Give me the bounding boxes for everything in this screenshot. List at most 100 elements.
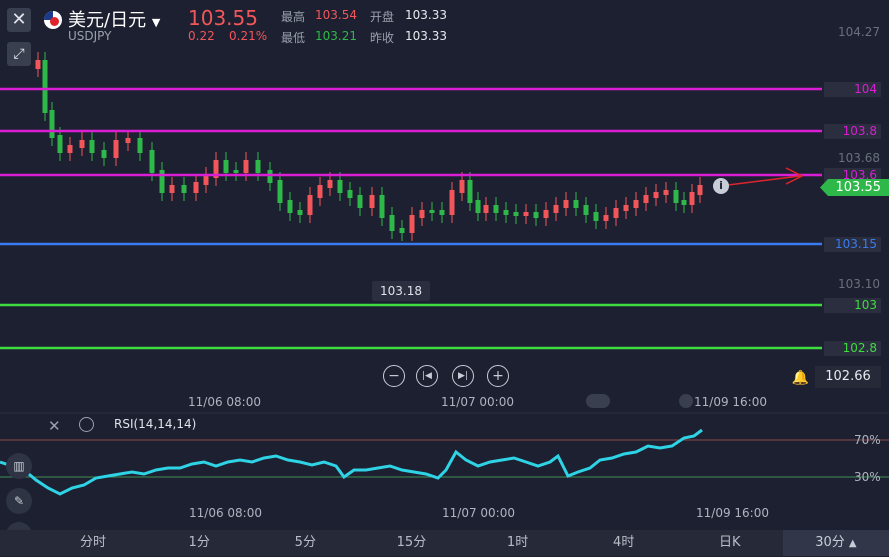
time-label-2: 11/07 00:00 — [441, 395, 514, 409]
tab-daily[interactable]: 日K — [719, 535, 741, 550]
candle-body — [459, 180, 465, 193]
candle-body — [503, 210, 509, 215]
zoom-in-button[interactable]: + — [487, 365, 509, 387]
expand-icon: ⤢ — [13, 46, 25, 62]
open-value: 103.33 — [405, 8, 447, 22]
zoom-out-button[interactable]: − — [383, 365, 405, 387]
candle-body — [483, 205, 489, 213]
candle-body — [643, 195, 649, 203]
candle-body — [255, 160, 261, 173]
rsi-time-label-1: 11/06 08:00 — [189, 506, 262, 520]
candle-body — [213, 160, 219, 178]
candle-body — [181, 185, 187, 193]
candle-body — [42, 60, 48, 113]
plus-icon: + — [492, 368, 504, 384]
hline-tag-102-8[interactable]: 102.8 — [824, 341, 881, 356]
candle-body — [243, 160, 249, 173]
candle-body — [623, 205, 629, 211]
trend-arrow-line[interactable] — [727, 175, 801, 186]
candle-body — [379, 195, 385, 218]
chart-icon: ▥ — [13, 459, 25, 473]
prev-close-label: 昨收 — [370, 31, 395, 45]
candle-body — [389, 215, 395, 231]
candle-body — [603, 215, 609, 221]
rsi-time-label-3: 11/09 16:00 — [696, 506, 769, 520]
candle-body — [337, 180, 343, 193]
scroll-end-button[interactable]: ▶| — [452, 365, 474, 387]
candle-body — [287, 200, 293, 213]
candlestick-series — [35, 52, 703, 241]
axis-top-price: 104.27 — [838, 25, 880, 39]
hline-tag-103[interactable]: 103 — [824, 298, 881, 313]
candle-body — [327, 180, 333, 188]
pair-title[interactable]: 美元/日元 ▼ — [68, 10, 161, 31]
alert-price: 102.66 — [815, 366, 881, 388]
axis-mid-price: 103.68 — [838, 151, 880, 165]
close-button[interactable]: ✕ — [7, 8, 31, 32]
low-value: 103.21 — [315, 29, 357, 43]
tab-1min[interactable]: 1分 — [188, 535, 210, 550]
candle-body — [613, 208, 619, 218]
candle-body — [79, 140, 85, 148]
candle-body — [35, 60, 41, 69]
indicator-tool-button[interactable]: ▥ — [6, 453, 32, 479]
info-icon[interactable]: i — [713, 178, 729, 194]
tab-5min[interactable]: 5分 — [294, 535, 316, 550]
candle-body — [467, 180, 473, 203]
overlap-icon — [586, 394, 610, 408]
rsi-lower-label: 30% — [854, 470, 881, 484]
candle-body — [193, 182, 199, 193]
candle-body — [681, 200, 687, 205]
draw-tool-button[interactable]: ✎ — [6, 488, 32, 514]
candle-body — [233, 170, 239, 173]
close-icon: ✕ — [11, 9, 27, 30]
tab-15min[interactable]: 15分 — [396, 535, 427, 550]
settings-icon[interactable] — [79, 417, 94, 432]
candle-body — [317, 185, 323, 198]
candle-body — [429, 210, 435, 213]
candle-body — [223, 160, 229, 173]
candle-body — [543, 210, 549, 218]
dot-icon — [679, 394, 693, 408]
close-indicator-icon[interactable]: ✕ — [48, 417, 61, 435]
alert-bell-button[interactable]: 🔔 — [792, 369, 809, 386]
hline-tag-104[interactable]: 104 — [824, 82, 881, 97]
candle-body — [89, 140, 95, 153]
candle-body — [49, 110, 55, 138]
tab-1hour[interactable]: 1时 — [506, 535, 529, 550]
candle-body — [573, 200, 579, 208]
fullscreen-button[interactable]: ⤢ — [7, 42, 31, 66]
tab-30min[interactable]: 30分 ▲ — [782, 530, 889, 556]
candle-body — [419, 210, 425, 218]
candle-body — [533, 212, 539, 218]
current-price: 103.55 — [188, 6, 258, 30]
chevron-up-icon: ▲ — [848, 538, 857, 549]
candle-body — [137, 138, 143, 153]
candle-body — [267, 170, 273, 183]
candle-body — [523, 212, 529, 216]
candle-body — [653, 192, 659, 198]
candle-body — [449, 190, 455, 215]
candle-body — [563, 200, 569, 208]
minus-icon: − — [388, 368, 400, 384]
candle-body — [493, 205, 499, 213]
candle-body — [513, 212, 519, 216]
scroll-start-button[interactable]: |◀ — [416, 365, 438, 387]
skip-back-icon: |◀ — [422, 371, 432, 381]
symbol-code: USDJPY — [68, 29, 112, 43]
tab-timeshare[interactable]: 分时 — [80, 535, 107, 550]
period-tabs: 分时 1分 5分 15分 1时 4时 日K 30分 ▲ — [0, 530, 889, 556]
chevron-down-icon[interactable]: ▼ — [151, 16, 161, 29]
low-price-marker: 103.18 — [372, 281, 430, 301]
hline-tag-103-15[interactable]: 103.15 — [824, 237, 881, 252]
candle-body — [369, 195, 375, 208]
candle-body — [159, 170, 165, 193]
tab-4hour[interactable]: 4时 — [613, 535, 635, 550]
hline-tag-103-8[interactable]: 103.8 — [824, 124, 881, 139]
candle-body — [689, 192, 695, 205]
candle-body — [67, 145, 73, 153]
candle-body — [673, 190, 679, 203]
candle-body — [553, 205, 559, 213]
candle-body — [399, 228, 405, 233]
